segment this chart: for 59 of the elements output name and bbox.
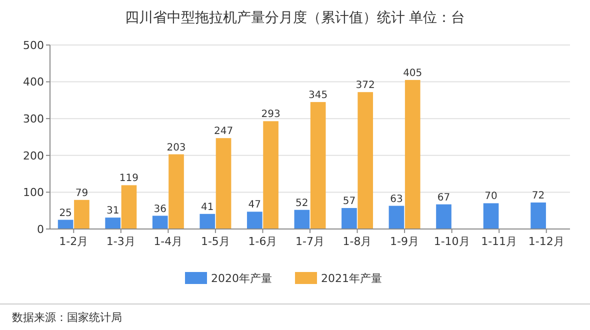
x-tick-label: 1-11月	[481, 235, 518, 248]
x-tick-label: 1-12月	[528, 235, 564, 248]
bar	[168, 154, 184, 229]
source-note: 数据来源：国家统计局	[12, 311, 122, 324]
bar	[105, 218, 121, 229]
x-tick-label: 1-4月	[154, 235, 183, 248]
y-tick-label: 200	[23, 149, 44, 162]
bar	[294, 210, 310, 229]
data-label: 72	[532, 190, 545, 202]
bar	[404, 80, 420, 229]
y-tick-label: 400	[23, 76, 44, 89]
data-label: 41	[201, 202, 214, 213]
x-tick-label: 1-7月	[296, 235, 324, 248]
bar	[216, 138, 232, 229]
y-tick-label: 500	[23, 38, 44, 52]
bar	[121, 185, 137, 229]
bar	[58, 220, 74, 229]
x-tick-label: 1-8月	[342, 235, 372, 248]
bar	[388, 206, 404, 229]
data-label: 405	[403, 68, 422, 79]
data-label: 203	[166, 142, 186, 154]
data-label: 372	[356, 80, 375, 92]
x-tick-label: 1-5月	[200, 235, 230, 248]
bar	[358, 92, 374, 229]
data-label: 247	[214, 126, 234, 138]
bar	[483, 203, 499, 229]
data-label: 345	[308, 90, 328, 102]
data-label: 70	[484, 191, 498, 202]
x-tick-label: 1-9月	[390, 235, 420, 248]
chart-title: 四川省中型拖拉机产量分月度（累计值）统计 单位：台	[124, 10, 466, 26]
bar	[74, 200, 90, 229]
data-label: 293	[261, 109, 280, 120]
x-tick-label: 1-2月	[59, 235, 88, 248]
y-tick-label: 300	[23, 112, 44, 126]
x-tick-label: 1-6月	[248, 235, 278, 248]
data-label: 57	[342, 196, 356, 208]
data-label: 52	[296, 198, 308, 209]
data-label: 25	[59, 208, 72, 219]
data-label: 63	[390, 194, 403, 205]
bar	[530, 202, 546, 229]
bar	[310, 102, 326, 229]
data-label: 31	[106, 206, 120, 217]
bar	[246, 212, 262, 229]
bar	[152, 216, 168, 229]
data-label: 47	[248, 200, 262, 211]
x-tick-label: 1-10月	[434, 235, 470, 248]
bar	[342, 208, 357, 229]
data-label: 36	[154, 204, 166, 215]
legend-label: 2021年产量	[321, 272, 382, 285]
data-label: 119	[119, 173, 139, 184]
x-tick-label: 1-3月	[106, 235, 136, 248]
y-tick-label: 100	[23, 186, 44, 200]
bar	[263, 121, 278, 229]
data-label: 67	[437, 192, 450, 204]
legend-label: 2020年产量	[211, 272, 272, 285]
bar	[200, 214, 216, 229]
y-tick-label: 0	[37, 222, 44, 236]
data-label: 79	[75, 188, 88, 199]
bar	[436, 204, 452, 229]
